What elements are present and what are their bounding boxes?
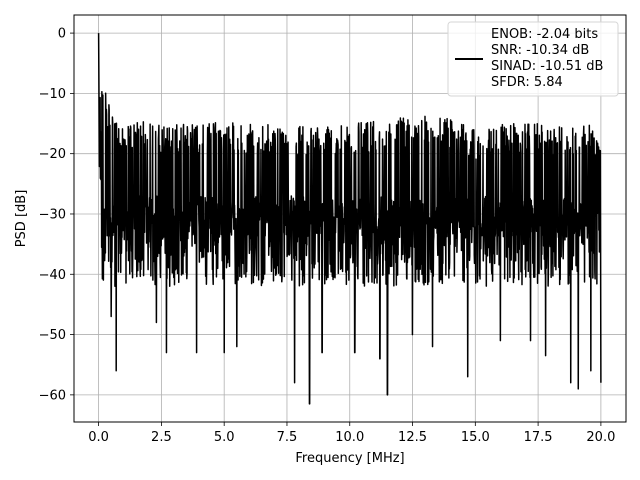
y-tick-label: −60 xyxy=(39,388,66,403)
legend-box xyxy=(447,21,619,97)
legend-entry-sinad: SINAD: -10.51 dB xyxy=(491,59,603,74)
y-tick-label: −40 xyxy=(39,268,66,283)
y-tick-label: 0 xyxy=(58,27,66,42)
x-tick-label: 2.5 xyxy=(151,430,172,445)
y-tick-label: −30 xyxy=(39,207,66,222)
x-axis-title: Frequency [MHz] xyxy=(295,451,404,466)
axis-ticks xyxy=(70,32,602,426)
x-tick-label: 15.0 xyxy=(461,430,490,445)
legend-entry-sfdr: SFDR: 5.84 xyxy=(491,75,563,90)
x-tick-label: 12.5 xyxy=(398,430,427,445)
legend-entry-enob: ENOB: -2.04 bits xyxy=(491,27,598,42)
x-tick-label: 10.0 xyxy=(335,430,364,445)
x-tick-label: 0.0 xyxy=(88,430,109,445)
legend-entry-snr: SNR: -10.34 dB xyxy=(491,43,589,58)
y-axis-title: PSD [dB] xyxy=(14,190,29,248)
x-tick-labels: 0.0 2.5 5.0 7.5 10.0 12.5 15.0 17.5 20.0 xyxy=(88,430,615,445)
y-tick-labels: 0 −10 −20 −30 −40 −50 −60 xyxy=(39,27,66,404)
x-tick-label: 7.5 xyxy=(277,430,298,445)
x-tick-label: 17.5 xyxy=(524,430,553,445)
y-tick-label: −50 xyxy=(39,328,66,343)
psd-series-line xyxy=(97,33,602,405)
x-tick-label: 20.0 xyxy=(586,430,615,445)
y-tick-label: −10 xyxy=(39,87,66,102)
legend: ENOB: -2.04 bits SNR: -10.34 dB SINAD: -… xyxy=(447,21,619,97)
x-tick-label: 5.0 xyxy=(214,430,235,445)
y-tick-label: −20 xyxy=(39,147,66,162)
